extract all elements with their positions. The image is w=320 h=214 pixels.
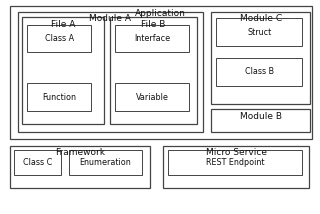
Text: Application: Application <box>135 9 186 18</box>
Text: Struct: Struct <box>247 28 271 37</box>
Text: Module C: Module C <box>240 14 282 23</box>
Text: Function: Function <box>42 93 76 102</box>
Text: File B: File B <box>141 20 166 29</box>
FancyBboxPatch shape <box>211 109 310 132</box>
FancyBboxPatch shape <box>22 17 104 124</box>
Text: Micro Service: Micro Service <box>205 148 267 157</box>
FancyBboxPatch shape <box>27 25 91 52</box>
Text: REST Endpoint: REST Endpoint <box>206 158 264 167</box>
Text: Class A: Class A <box>44 34 74 43</box>
FancyBboxPatch shape <box>211 12 310 104</box>
Text: Interface: Interface <box>134 34 170 43</box>
FancyBboxPatch shape <box>163 146 309 188</box>
FancyBboxPatch shape <box>216 58 302 86</box>
Text: Class B: Class B <box>244 67 274 76</box>
Text: File A: File A <box>51 20 76 29</box>
FancyBboxPatch shape <box>10 6 312 139</box>
FancyBboxPatch shape <box>110 17 197 124</box>
Text: Module B: Module B <box>240 112 282 121</box>
FancyBboxPatch shape <box>115 25 189 52</box>
FancyBboxPatch shape <box>14 150 61 175</box>
Text: Class C: Class C <box>23 158 52 167</box>
Text: Enumeration: Enumeration <box>80 158 132 167</box>
FancyBboxPatch shape <box>69 150 142 175</box>
FancyBboxPatch shape <box>168 150 302 175</box>
FancyBboxPatch shape <box>10 146 150 188</box>
Text: Module A: Module A <box>89 14 132 23</box>
Text: Variable: Variable <box>136 93 168 102</box>
FancyBboxPatch shape <box>18 12 203 132</box>
FancyBboxPatch shape <box>216 18 302 46</box>
FancyBboxPatch shape <box>115 83 189 111</box>
FancyBboxPatch shape <box>27 83 91 111</box>
Text: Framework: Framework <box>55 148 105 157</box>
